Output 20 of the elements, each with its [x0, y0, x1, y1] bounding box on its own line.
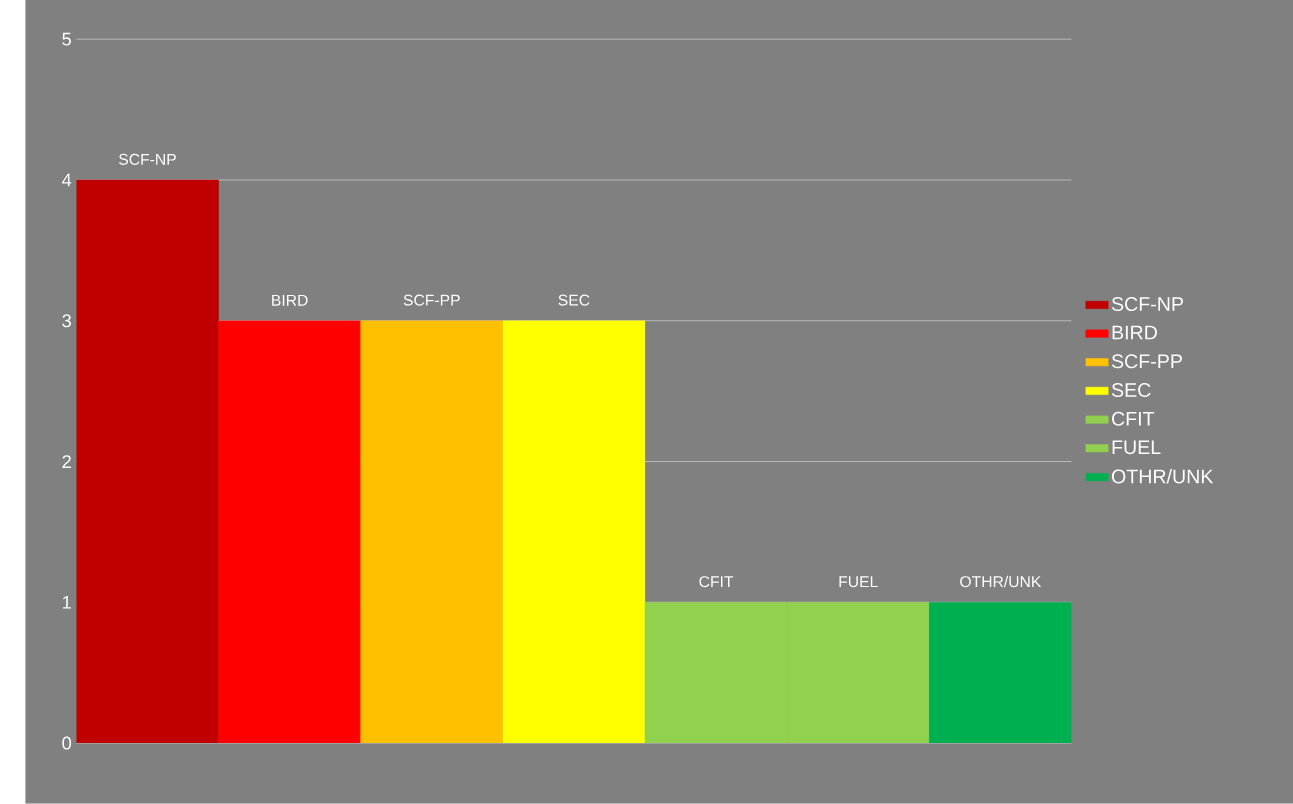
legend-label: CFIT	[1112, 411, 1155, 426]
legend-label: FUEL	[1112, 440, 1161, 455]
y-tick-label: 3	[62, 314, 71, 328]
text: CFIT	[699, 576, 734, 588]
y-tick-label: 5	[62, 32, 72, 46]
text: SEC	[558, 294, 590, 306]
text: BIRD	[272, 294, 308, 306]
text: SCF-NP	[119, 153, 176, 165]
legend-label: OTHR/UNK	[1111, 469, 1214, 484]
text: OTHR/UNK	[960, 575, 1042, 588]
y-tick-label: 4	[62, 173, 72, 187]
y-tick-label: 0	[62, 736, 72, 750]
legend-label: SCF-NP	[1111, 297, 1183, 312]
text: FUEL	[839, 576, 878, 588]
legend-label: SCF-PP	[1111, 354, 1182, 369]
legend-label: SEC	[1111, 383, 1151, 397]
y-tick-label: 1	[63, 596, 71, 609]
y-tick-label: 2	[62, 455, 71, 468]
text: SCF-PP	[403, 294, 460, 306]
legend-label: BIRD	[1112, 325, 1157, 340]
